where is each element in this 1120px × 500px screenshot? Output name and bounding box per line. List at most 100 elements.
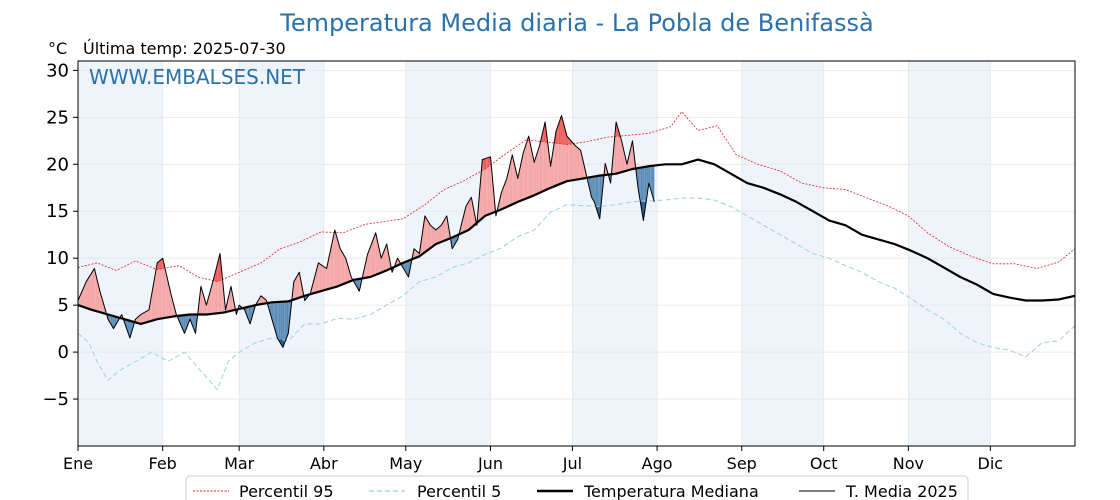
fill-above-median (164, 264, 166, 319)
fill-above-median (205, 300, 207, 315)
fill-above-median (93, 268, 95, 311)
fill-above-median (345, 258, 348, 284)
x-tick-label: Mar (224, 454, 255, 473)
fill-below-median (282, 301, 285, 348)
fill-above-median (524, 144, 526, 200)
fill-above-median (504, 181, 506, 209)
fill-below-median (110, 315, 113, 327)
fill-above-median (469, 197, 472, 229)
fill-above-median (415, 249, 417, 258)
fill-above-median (519, 165, 521, 202)
fill-above-median (381, 254, 383, 273)
month-bands (78, 61, 991, 446)
fill-above-median (82, 287, 84, 308)
fill-below-median (594, 176, 596, 207)
fill-above-median (158, 260, 160, 319)
fill-below-median (131, 321, 133, 334)
fill-above-median (461, 217, 464, 234)
fill-below-median (251, 305, 253, 320)
fill-below-median (648, 166, 651, 188)
y-tick-label: 10 (46, 248, 69, 269)
fill-below-median (276, 302, 278, 339)
x-tick-label: Jun (477, 454, 503, 473)
fill-above-median (506, 172, 509, 207)
last-reading-label: Última temp: 2025-07-30 (83, 39, 286, 58)
fill-above-median (165, 270, 167, 318)
fill-above-p95 (161, 258, 163, 269)
fill-above-median (483, 158, 485, 218)
fill-above-median (371, 240, 374, 277)
fill-above-median (323, 266, 326, 291)
fill-above-median (428, 222, 431, 250)
fill-below-median (280, 301, 282, 346)
fill-above-median (430, 225, 432, 249)
fill-above-median (631, 140, 633, 170)
fill-above-median (508, 166, 510, 207)
fill-below-median (456, 235, 458, 242)
fill-above-median (166, 276, 169, 318)
x-tick-label: Abr (310, 454, 338, 473)
fill-above-median (617, 126, 619, 174)
fill-above-median (383, 247, 386, 272)
fill-above-median (206, 300, 208, 315)
fill-above-p95 (565, 130, 567, 145)
fill-above-median (147, 309, 150, 322)
x-tick-label: Jul (562, 454, 582, 473)
fill-above-median (95, 274, 98, 312)
fill-below-median (113, 316, 115, 329)
fill-above-median (211, 280, 214, 314)
legend-box (185, 475, 969, 500)
fill-above-median (575, 145, 577, 180)
fill-above-median (341, 251, 343, 285)
fill-above-median (200, 286, 203, 315)
fill-above-median (509, 160, 511, 206)
fill-above-median (427, 220, 429, 251)
fill-above-median (500, 192, 502, 210)
fill-above-median (482, 159, 484, 219)
fill-above-median (374, 232, 376, 276)
fill-above-median (138, 315, 140, 324)
fill-above-median (512, 154, 514, 205)
fill-above-median (88, 275, 91, 310)
fill-below-median (592, 176, 595, 202)
legend-label-p95: Percentil 95 (239, 482, 334, 500)
fill-below-median (179, 315, 181, 324)
fill-above-median (326, 262, 328, 290)
fill-above-median (413, 248, 416, 259)
fill-below-median (112, 315, 114, 329)
fill-above-median (139, 314, 141, 324)
fill-above-median (620, 136, 622, 173)
fill-above-median (375, 232, 378, 275)
fill-above-median (433, 227, 435, 247)
fill-above-median (572, 142, 574, 181)
y-tick-label: 5 (58, 295, 69, 316)
fill-above-median (202, 291, 204, 315)
fill-below-median (647, 166, 649, 193)
fill-above-median (491, 171, 494, 214)
fill-above-median (426, 218, 428, 252)
fill-above-median (527, 136, 529, 199)
fill-above-median (523, 148, 525, 200)
series-line-p5 (77, 197, 1076, 391)
fill-above-median (568, 137, 570, 181)
fill-above-p95 (489, 156, 491, 166)
fill-above-median (300, 279, 302, 298)
fill-above-median (540, 133, 543, 193)
fill-below-median (591, 176, 593, 200)
fill-above-median (435, 228, 438, 245)
fill-below-median (285, 301, 287, 341)
fill-above-median (209, 290, 211, 315)
fill-above-median (525, 140, 528, 199)
fill-above-p95 (487, 157, 490, 167)
fill-below-median (278, 301, 281, 343)
fill-below-median (286, 301, 289, 337)
watermark: WWW.EMBALSES.NET (89, 65, 306, 89)
series-line-p95 (77, 111, 1076, 283)
fill-above-median (83, 284, 85, 308)
fill-above-p95 (558, 119, 561, 144)
fill-above-median (535, 153, 537, 195)
fill-above-median (321, 264, 323, 292)
fill-above-median (571, 140, 573, 181)
fill-above-median (327, 255, 330, 290)
